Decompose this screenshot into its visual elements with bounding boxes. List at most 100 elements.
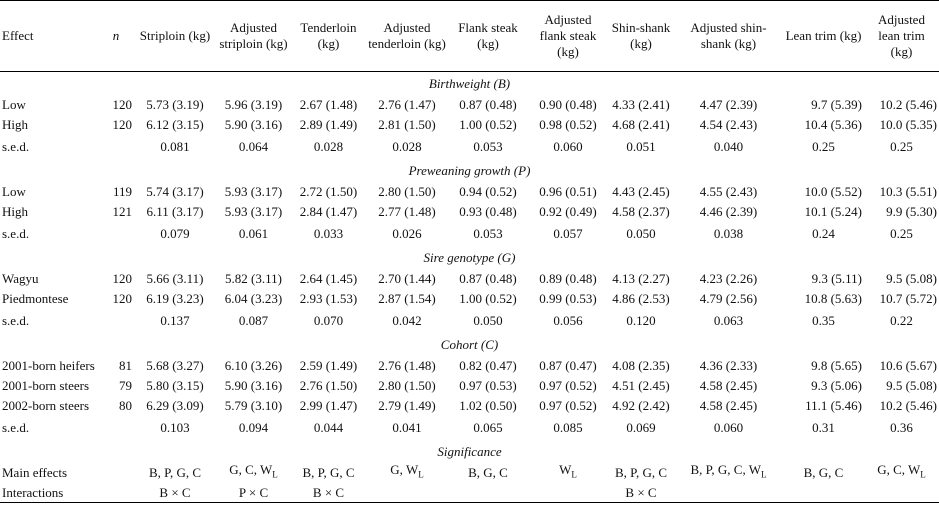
sed-adjusted-flank-steak-kg: 0.057 xyxy=(553,226,583,241)
cell-tenderloin-kg: 2.76 (1.50) xyxy=(299,377,358,393)
sed-flank-steak-kg: 0.053 xyxy=(473,226,503,241)
sed-adjusted-striploin-kg: 0.061 xyxy=(238,226,269,241)
cell-adjusted-tenderloin-kg: 2.79 (1.49) xyxy=(378,397,436,413)
cell-flank-steak-kg: 1.00 (0.52) xyxy=(459,116,517,132)
cell-striploin-kg: 5.80 (3.15) xyxy=(146,377,204,393)
row-label: High xyxy=(2,116,28,132)
row-label: Piedmontese xyxy=(2,290,69,306)
cell-adjusted-striploin-kg: 5.90 (3.16) xyxy=(224,116,283,132)
cell-shin-shank-kg: 4.68 (2.41) xyxy=(612,116,670,132)
cell-adjusted-tenderloin-kg: 2.76 (1.48) xyxy=(378,357,436,373)
cell-shin-shank-kg: 4.08 (2.35) xyxy=(612,357,670,373)
section-title-preweaning-growth-p: Preweaning growth (P) xyxy=(408,162,531,178)
sed-adjusted-striploin-kg: 0.094 xyxy=(238,420,269,435)
significance-adjusted-lean-trim-kg: G, C, WL xyxy=(877,462,926,480)
cell-adjusted-lean-trim-kg: 9.5 (5.08) xyxy=(886,270,937,286)
significance-adjusted-tenderloin-kg: G, WL xyxy=(390,462,424,480)
section-heading-row: Birthweight (B) xyxy=(0,72,939,95)
cell-adjusted-tenderloin-kg: 2.80 (1.50) xyxy=(378,377,436,393)
sed-adjusted-tenderloin-kg: 0.041 xyxy=(392,420,422,435)
col-header-effect: Effect xyxy=(0,0,98,72)
sed-adjusted-striploin-kg: 0.064 xyxy=(238,139,269,154)
sed-adjusted-flank-steak-kg: 0.085 xyxy=(553,420,583,435)
sed-lean-trim-kg: 0.25 xyxy=(812,139,835,154)
significance-shin-shank-kg: B × C xyxy=(608,482,674,503)
section-title-cohort-c: Cohort (C) xyxy=(440,336,499,352)
cell-lean-trim-kg: 10.8 (5.63) xyxy=(804,290,862,306)
sed-tenderloin-kg: 0.044 xyxy=(313,420,344,435)
col-header-flank-steak-kg: Flank steak (kg) xyxy=(448,0,528,72)
cell-flank-steak-kg: 0.82 (0.47) xyxy=(459,357,517,373)
row-label: Wagyu xyxy=(2,270,39,286)
cell-adjusted-shin-shank-kg: 4.79 (2.56) xyxy=(699,290,758,306)
cell-tenderloin-kg: 2.93 (1.53) xyxy=(299,290,358,306)
cell-striploin-kg: 5.66 (3.11) xyxy=(146,270,204,286)
cell-lean-trim-kg: 10.4 (5.36) xyxy=(804,116,862,132)
significance-adjusted-tenderloin-kg xyxy=(366,482,448,503)
sed-n-empty xyxy=(98,134,134,159)
significance-shin-shank-kg: B, P, G, C xyxy=(614,464,668,480)
sed-flank-steak-kg: 0.053 xyxy=(473,139,503,154)
cell-adjusted-shin-shank-kg: 4.58 (2.45) xyxy=(699,377,758,393)
sed-flank-steak-kg: 0.050 xyxy=(473,313,503,328)
table-row: Low 120 5.73 (3.19) 5.96 (3.19) 2.67 (1.48) 2… xyxy=(0,94,939,114)
sed-adjusted-tenderloin-kg: 0.028 xyxy=(392,139,422,154)
significance-adjusted-flank-steak-kg xyxy=(528,482,608,503)
cell-striploin-kg: 6.11 (3.17) xyxy=(146,203,204,219)
sed-adjusted-tenderloin-kg: 0.026 xyxy=(392,226,422,241)
section-title-significance: Significance xyxy=(437,443,502,459)
cell-shin-shank-kg: 4.43 (2.45) xyxy=(612,183,670,199)
cell-tenderloin-kg: 2.99 (1.47) xyxy=(299,397,358,413)
cell-tenderloin-kg: 2.67 (1.48) xyxy=(299,96,358,112)
row-label: 2001-born heifers xyxy=(2,357,95,373)
cell-adjusted-flank-steak-kg: 0.98 (0.52) xyxy=(539,116,597,132)
cell-adjusted-lean-trim-kg: 10.2 (5.46) xyxy=(879,96,937,112)
sed-adjusted-lean-trim-kg: 0.36 xyxy=(890,420,913,435)
sed-shin-shank-kg: 0.120 xyxy=(626,313,656,328)
table-row: 2002-born steers 80 6.29 (3.09) 5.79 (3.10)… xyxy=(0,395,939,415)
sed-n-empty xyxy=(98,308,134,333)
significance-lean-trim-kg xyxy=(783,482,864,503)
cell-lean-trim-kg: 11.1 (5.46) xyxy=(805,397,862,413)
cell-flank-steak-kg: 0.93 (0.48) xyxy=(459,203,517,219)
sed-label: s.e.d. xyxy=(2,420,30,435)
cell-adjusted-flank-steak-kg: 0.87 (0.47) xyxy=(539,357,597,373)
row-n: 81 xyxy=(119,357,132,373)
cell-shin-shank-kg: 4.13 (2.27) xyxy=(612,270,670,286)
section-heading-row: Sire genotype (G) xyxy=(0,246,939,268)
cell-tenderloin-kg: 2.89 (1.49) xyxy=(299,116,358,132)
cell-flank-steak-kg: 1.02 (0.50) xyxy=(459,397,517,413)
cell-adjusted-shin-shank-kg: 4.46 (2.39) xyxy=(699,203,758,219)
significance-adjusted-shin-shank-kg xyxy=(674,482,783,503)
cell-adjusted-lean-trim-kg: 9.5 (5.08) xyxy=(886,377,937,393)
cell-tenderloin-kg: 2.59 (1.49) xyxy=(299,357,358,373)
row-n: 120 xyxy=(112,290,133,306)
cell-tenderloin-kg: 2.64 (1.45) xyxy=(299,270,358,286)
sed-row: s.e.d. 0.103 0.094 0.044 0.041 0.065 0.085 0.06… xyxy=(0,415,939,440)
significance-label: Interactions xyxy=(0,482,134,503)
cell-adjusted-shin-shank-kg: 4.36 (2.33) xyxy=(699,357,758,373)
col-header-shin-shank-kg: Shin-shank (kg) xyxy=(608,0,674,72)
table-row: Piedmontese 120 6.19 (3.23) 6.04 (3.23) 2.93… xyxy=(0,288,939,308)
row-label: Low xyxy=(2,183,26,199)
sed-striploin-kg: 0.081 xyxy=(160,139,190,154)
sed-lean-trim-kg: 0.35 xyxy=(812,313,835,328)
cell-shin-shank-kg: 4.58 (2.37) xyxy=(612,203,670,219)
sed-striploin-kg: 0.079 xyxy=(160,226,190,241)
sed-row: s.e.d. 0.137 0.087 0.070 0.042 0.050 0.056 0.12… xyxy=(0,308,939,333)
cell-adjusted-striploin-kg: 6.10 (3.26) xyxy=(224,357,283,373)
table-row: High 120 6.12 (3.15) 5.90 (3.16) 2.89 (1.49)… xyxy=(0,114,939,134)
cell-striploin-kg: 5.73 (3.19) xyxy=(146,96,204,112)
col-header-adjusted-lean-trim-kg: Adjusted lean trim (kg) xyxy=(864,0,939,72)
sed-tenderloin-kg: 0.070 xyxy=(313,313,344,328)
cell-adjusted-striploin-kg: 6.04 (3.23) xyxy=(224,290,283,306)
cell-adjusted-tenderloin-kg: 2.76 (1.47) xyxy=(378,96,436,112)
sed-shin-shank-kg: 0.051 xyxy=(626,139,656,154)
significance-tenderloin-kg: B, P, G, C xyxy=(302,464,355,480)
cell-adjusted-lean-trim-kg: 10.0 (5.35) xyxy=(879,116,937,132)
row-n: 80 xyxy=(119,397,132,413)
cell-adjusted-flank-steak-kg: 0.97 (0.52) xyxy=(539,397,597,413)
sed-label: s.e.d. xyxy=(2,313,30,328)
sed-n-empty xyxy=(98,415,134,440)
